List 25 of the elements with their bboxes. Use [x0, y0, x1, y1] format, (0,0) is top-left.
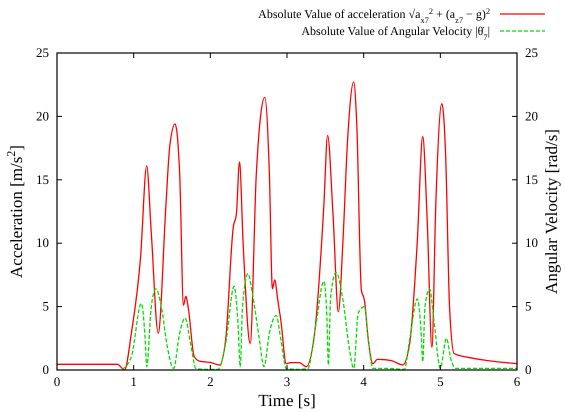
y-tick-label: 10 [36, 235, 49, 250]
y2-tick-label: 15 [525, 172, 538, 187]
y2-tick-label: 5 [525, 298, 532, 314]
y-tick-label: 5 [42, 298, 49, 314]
legend-label: Absolute Value of Angular Velocity |θ̇$_{7}$| [301, 24, 490, 42]
y2-axis-title: Angular Velocity [rad/s] [542, 129, 561, 294]
x-tick-label: 2 [207, 374, 214, 389]
x-tick-label: 1 [130, 374, 137, 389]
y2-tick-label: 20 [525, 108, 538, 124]
x-tick-label: 3 [284, 374, 290, 389]
y-tick-label: 0 [42, 362, 49, 377]
line-series [56, 82, 518, 371]
x-axis-title: Time [s] [258, 391, 316, 410]
y2-tick-label: 0 [525, 362, 532, 377]
x-tick-label: 0 [54, 374, 60, 389]
y2-tick-label: 25 [525, 45, 538, 60]
line-series [122, 272, 518, 370]
y2-tick-label: 10 [525, 235, 538, 250]
x-tick-label: 4 [360, 374, 368, 389]
x-tick-label: 6 [514, 374, 521, 389]
legend-label: Absolute Value of acceleration √a$_{x7}$$^{2}$ + (a$_{z7}$ − g)$^{2}$ [258, 6, 490, 24]
y-tick-label: 20 [36, 108, 49, 124]
y-tick-label: 15 [36, 172, 49, 187]
y-tick-label: 25 [36, 45, 49, 60]
x-tick-label: 5 [437, 374, 444, 389]
